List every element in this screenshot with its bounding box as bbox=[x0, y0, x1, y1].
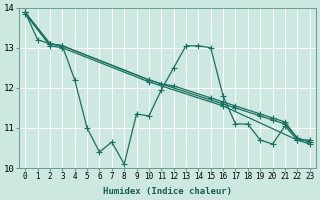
X-axis label: Humidex (Indice chaleur): Humidex (Indice chaleur) bbox=[103, 187, 232, 196]
